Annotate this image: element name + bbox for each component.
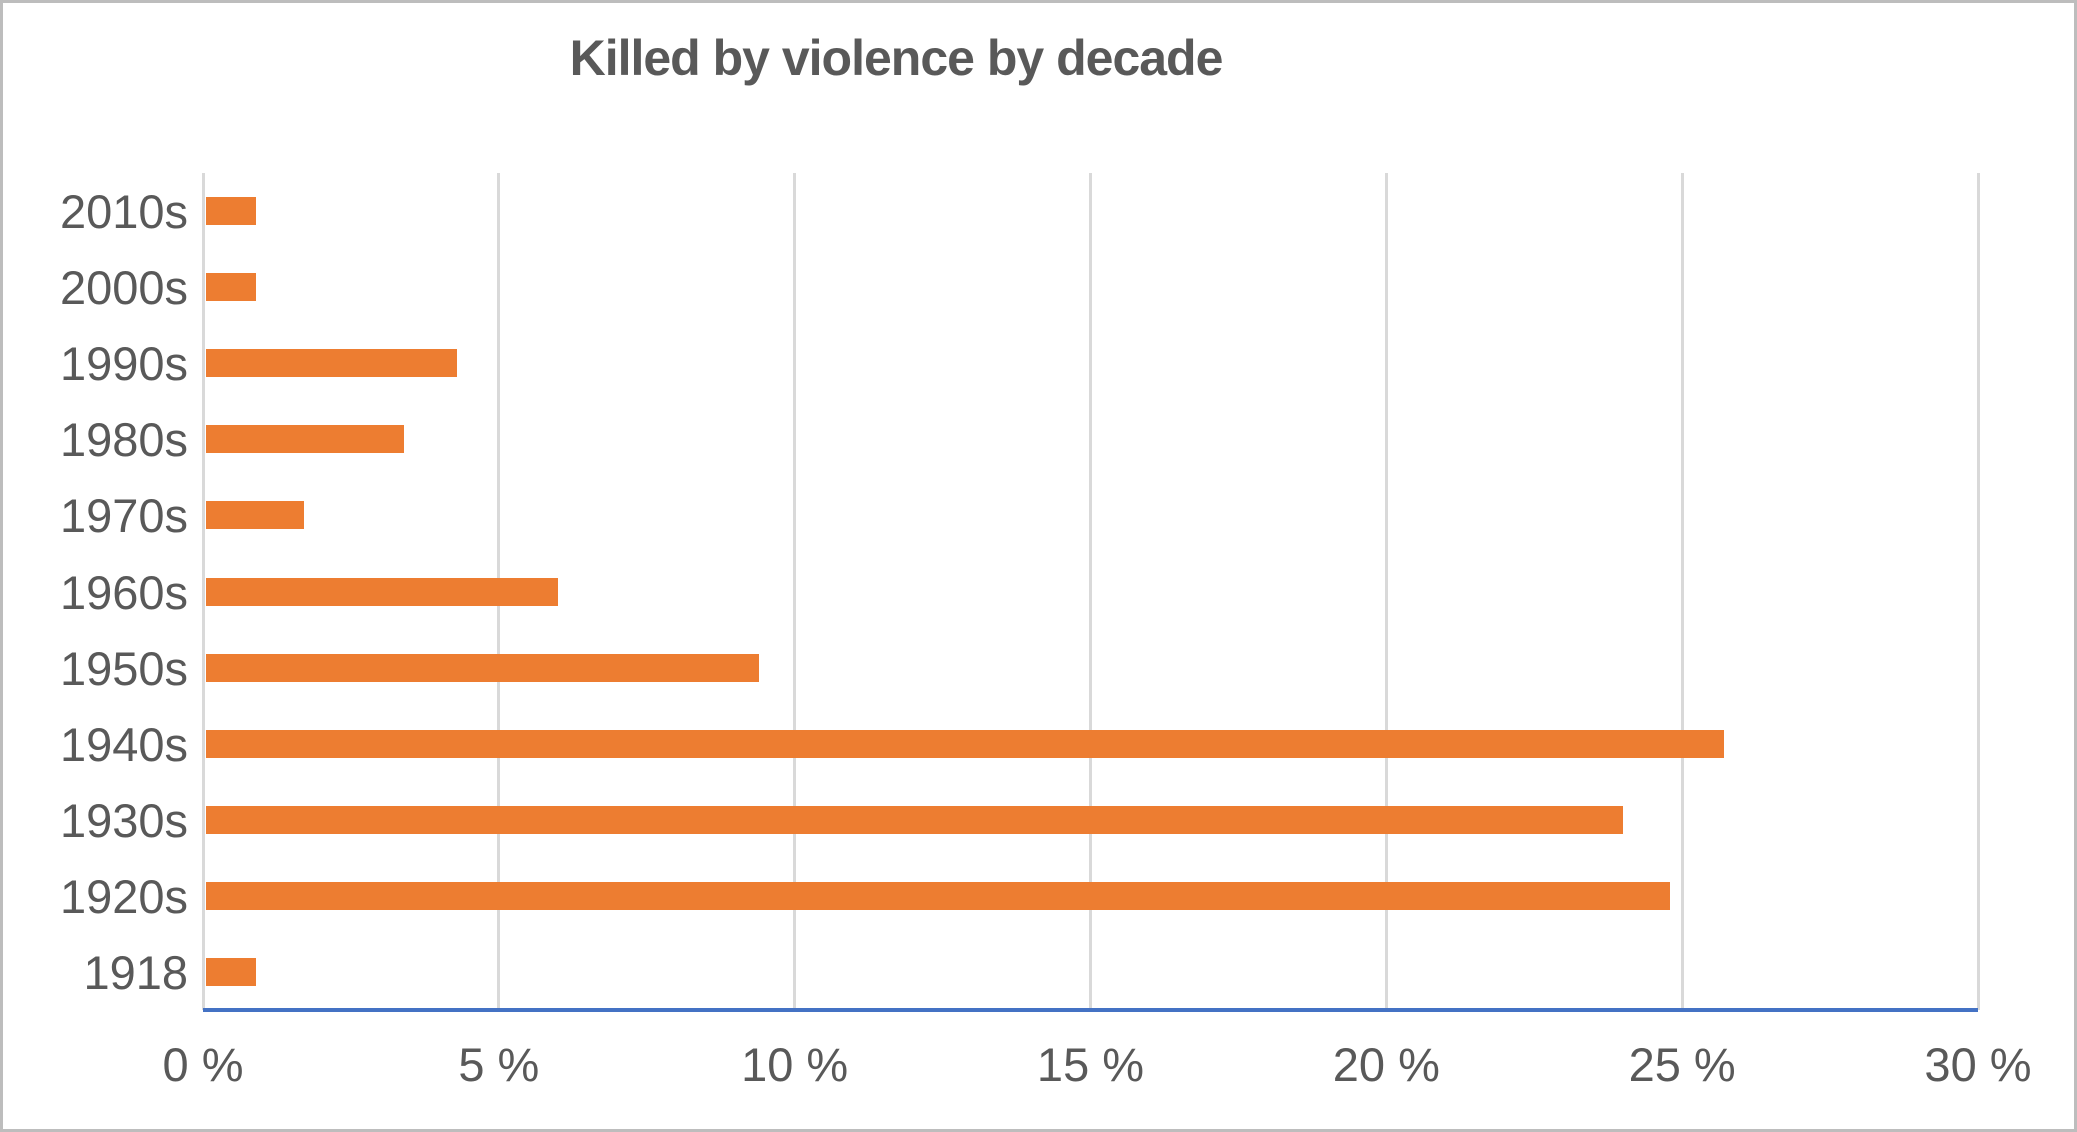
gridline-15-pct <box>1089 173 1092 1010</box>
x-axis-label-5-pct: 5 % <box>458 1038 540 1091</box>
x-axis-label-20-pct: 20 % <box>1332 1038 1440 1091</box>
x-axis-label-15-pct: 15 % <box>1036 1038 1145 1091</box>
y-axis-label-1990s: 1990s <box>59 337 188 391</box>
x-axis-label-25-pct: 25 % <box>1628 1038 1736 1091</box>
bar-1970s <box>206 501 304 530</box>
y-axis-label-1940s: 1940s <box>59 717 188 771</box>
bar-1930s <box>206 805 1623 834</box>
bar-1940s <box>206 729 1724 758</box>
bar-1960s <box>206 577 558 606</box>
y-axis-label-1950s: 1950s <box>59 641 188 695</box>
y-axis-label-1980s: 1980s <box>59 413 188 467</box>
y-axis-label-1920s: 1920s <box>59 869 188 923</box>
y-axis-label-1970s: 1970s <box>59 489 188 543</box>
bar-1918 <box>206 957 257 986</box>
bar-1950s <box>206 653 760 682</box>
bar-1990s <box>206 349 458 378</box>
y-axis-label-1960s: 1960s <box>59 565 188 619</box>
gridline-30-pct <box>1976 173 1980 1010</box>
bar-2000s <box>206 273 257 302</box>
bar-2010s <box>206 197 257 226</box>
x-axis-label-10-pct: 10 % <box>741 1038 849 1091</box>
y-axis-label-1918: 1918 <box>83 945 188 999</box>
x-axis-label-0-pct: 0 % <box>162 1038 244 1091</box>
y-axis-label-2000s: 2000s <box>59 261 188 315</box>
x-axis-label-30-pct: 30 % <box>1924 1038 2032 1091</box>
x-axis-line <box>203 1008 1978 1012</box>
gridline-0-pct <box>201 173 205 1010</box>
plot-area <box>201 173 1980 1012</box>
bar-1980s <box>206 425 405 454</box>
y-axis-label-2010s: 2010s <box>59 185 188 239</box>
gridline-25-pct <box>1680 173 1684 1010</box>
chart-title: Killed by violence by decade <box>569 30 1224 86</box>
gridline-10-pct <box>793 173 797 1010</box>
bar-1920s <box>206 881 1671 910</box>
gridline-20-pct <box>1384 173 1388 1010</box>
y-axis-label-1930s: 1930s <box>59 793 188 847</box>
